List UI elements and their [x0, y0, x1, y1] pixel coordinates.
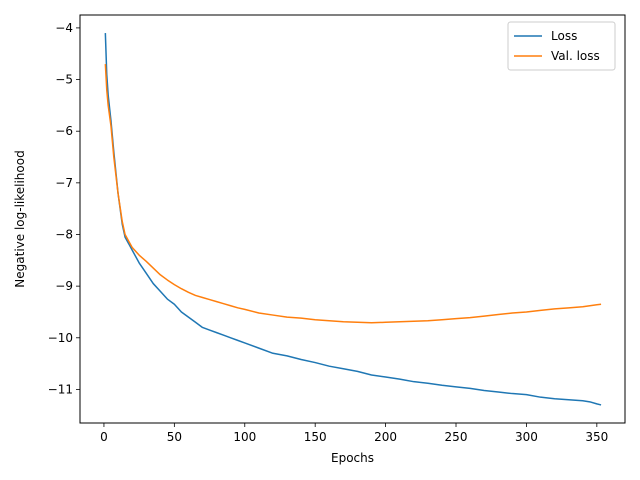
series-line-0 — [104, 33, 602, 406]
legend-box — [507, 21, 616, 71]
x-tick-label: 250 — [445, 430, 468, 444]
x-tick-label: 200 — [374, 430, 397, 444]
x-axis-label: Epochs — [331, 451, 374, 465]
x-tick-label: 300 — [515, 430, 538, 444]
x-axis-ticks: 0 50 100 150 200 250 300 350 — [100, 423, 608, 444]
legend: Loss Val. loss — [507, 21, 616, 71]
y-tick-label: −6 — [55, 124, 73, 138]
y-tick-label: −11 — [48, 382, 73, 396]
x-tick-label: 100 — [233, 430, 256, 444]
y-tick-label: −7 — [55, 176, 73, 190]
y-tick-label: −5 — [55, 73, 73, 87]
y-axis-ticks: −4 −5 −6 −7 −8 −9 −10 −11 — [48, 21, 80, 396]
legend-label-0: Loss — [551, 29, 577, 43]
y-tick-label: −9 — [55, 279, 73, 293]
y-tick-label: −10 — [48, 331, 73, 345]
y-tick-label: −8 — [55, 227, 73, 241]
x-tick-label: 350 — [585, 430, 608, 444]
x-tick-label: 0 — [100, 430, 108, 444]
y-tick-label: −4 — [55, 21, 73, 35]
plot-frame — [79, 14, 626, 424]
y-axis-label: Negative log-likelihood — [13, 150, 27, 287]
x-tick-label: 50 — [167, 430, 182, 444]
series-line-1 — [104, 64, 602, 324]
series-layer — [104, 33, 602, 406]
legend-label-1: Val. loss — [551, 49, 600, 63]
x-tick-label: 150 — [304, 430, 327, 444]
